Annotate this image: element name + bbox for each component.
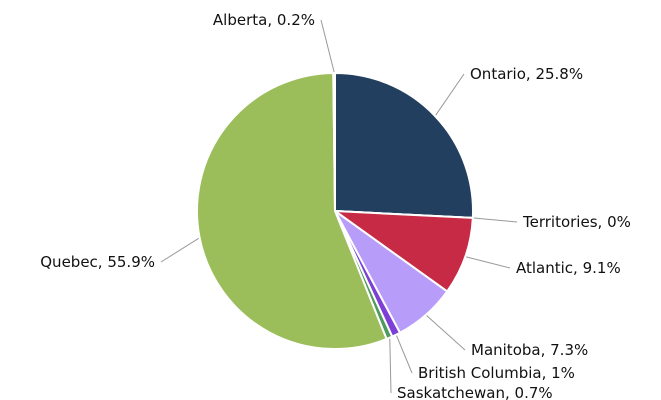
slice-label: Atlantic9.1%: [516, 258, 621, 278]
category-label: Saskatchewan: [397, 384, 515, 400]
category-label: Atlantic: [516, 259, 583, 277]
leader-line: [426, 315, 466, 351]
leader-line: [389, 338, 392, 394]
value-label: 9.1%: [582, 259, 621, 277]
value-label: 1%: [551, 364, 575, 382]
slice-label: Alberta0.2%: [213, 10, 315, 30]
slice-label: Quebec55.9%: [40, 252, 155, 272]
slice-label: Manitoba7.3%: [471, 340, 588, 360]
pie-slice: [334, 71, 474, 219]
leader-line: [473, 217, 518, 223]
leader-line: [435, 73, 465, 116]
value-label: 7.3%: [550, 341, 589, 359]
value-label: 25.8%: [535, 65, 584, 83]
pie-slice: [196, 71, 388, 350]
category-label: Ontario: [470, 65, 535, 83]
value-label: 55.9%: [107, 253, 155, 271]
value-label: 0.7%: [514, 384, 553, 400]
slice-label: Ontario25.8%: [470, 64, 583, 84]
pie-slice: [331, 209, 474, 293]
value-label: 0%: [607, 213, 631, 231]
category-label: Quebec: [40, 253, 107, 271]
category-label: Alberta: [213, 11, 277, 29]
leader-line: [466, 256, 511, 269]
slice-label: British Columbia1%: [418, 363, 575, 383]
category-label: Territories: [523, 213, 607, 231]
category-label: British Columbia: [418, 364, 551, 382]
slice-label: Territories0%: [523, 212, 631, 232]
leader-line: [320, 19, 335, 73]
slice-label: Saskatchewan0.7%: [397, 383, 553, 400]
category-label: Manitoba: [471, 341, 550, 359]
leader-line: [396, 335, 413, 374]
leader-line: [160, 237, 199, 263]
value-label: 0.2%: [276, 11, 315, 29]
pie-slice: [332, 71, 336, 212]
